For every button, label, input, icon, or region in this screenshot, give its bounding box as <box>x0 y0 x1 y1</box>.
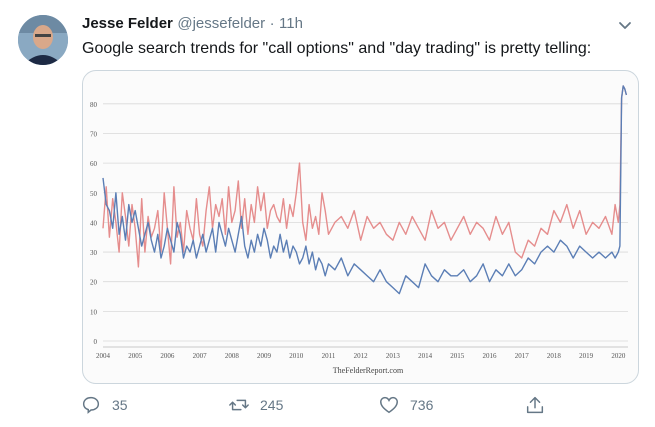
x-axis: 2004 2005 2006 2007 2008 2009 2010 2011 2012 2013… <box>96 346 628 360</box>
avatar[interactable] <box>18 15 68 65</box>
tweet-header: Jesse Felder @jessefelder · 11h <box>82 15 635 37</box>
share-icon <box>526 396 544 414</box>
heart-icon <box>380 396 398 414</box>
tweet-media-chart[interactable]: 0 10 20 30 40 50 60 70 80 2004 2005 2006 2007 2008 20… <box>82 70 639 384</box>
retweet-icon <box>229 399 249 411</box>
y-axis: 0 10 20 30 40 50 60 70 80 <box>90 101 98 346</box>
reply-count: 35 <box>112 397 128 413</box>
avatar-image <box>18 15 68 65</box>
x-tick-label: 2006 <box>160 352 175 360</box>
author-name[interactable]: Jesse Felder <box>82 15 173 32</box>
x-tick-label: 2020 <box>611 352 626 360</box>
tweet-actions: 35 245 736 <box>80 392 560 418</box>
y-tick-label: 70 <box>90 130 98 138</box>
author-handle[interactable]: @jessefelder <box>177 15 266 32</box>
separator: · <box>269 15 275 32</box>
y-tick-label: 40 <box>90 219 98 227</box>
y-tick-label: 0 <box>94 338 98 346</box>
timestamp[interactable]: 11h <box>279 15 303 32</box>
retweet-count: 245 <box>260 397 284 413</box>
x-tick-label: 2010 <box>289 352 304 360</box>
series-line-blue <box>102 85 628 295</box>
y-tick-label: 50 <box>90 190 98 198</box>
share-button[interactable] <box>524 392 546 418</box>
x-tick-label: 2016 <box>483 352 498 360</box>
y-tick-label: 30 <box>90 249 98 257</box>
x-tick-label: 2014 <box>418 352 433 360</box>
y-tick-label: 20 <box>90 279 98 287</box>
tweet-text: Google search trends for "call options" … <box>82 40 592 57</box>
chart-watermark: TheFelderReport.com <box>333 366 404 375</box>
y-tick-label: 10 <box>90 308 98 316</box>
x-tick-label: 2005 <box>128 352 143 360</box>
x-tick-label: 2011 <box>322 352 336 360</box>
reply-button[interactable]: 35 <box>80 392 128 418</box>
x-tick-label: 2017 <box>515 352 530 360</box>
like-button[interactable]: 736 <box>378 392 433 418</box>
x-tick-label: 2008 <box>225 352 240 360</box>
chevron-down-icon[interactable] <box>615 15 635 35</box>
x-tick-label: 2007 <box>193 352 208 360</box>
like-count: 736 <box>410 397 434 413</box>
x-tick-label: 2004 <box>96 352 111 360</box>
x-tick-label: 2019 <box>579 352 594 360</box>
retweet-button[interactable]: 245 <box>228 392 283 418</box>
x-tick-label: 2013 <box>386 352 401 360</box>
series-line-red <box>102 85 628 268</box>
x-tick-label: 2012 <box>354 352 369 360</box>
x-tick-label: 2009 <box>257 352 272 360</box>
x-tick-label: 2015 <box>450 352 465 360</box>
chart-series <box>102 85 628 295</box>
y-tick-label: 60 <box>90 160 98 168</box>
x-tick-label: 2018 <box>547 352 562 360</box>
reply-icon <box>82 396 100 414</box>
y-tick-label: 80 <box>90 101 98 109</box>
